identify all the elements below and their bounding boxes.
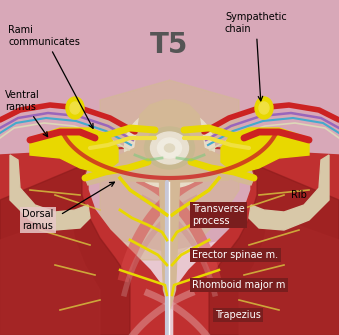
Text: Dorsal
ramus: Dorsal ramus: [22, 209, 53, 231]
Polygon shape: [110, 100, 229, 182]
Text: Transverse
process: Transverse process: [192, 204, 245, 226]
Ellipse shape: [164, 144, 175, 152]
Ellipse shape: [70, 102, 80, 114]
Polygon shape: [239, 215, 339, 335]
Text: Trapezius: Trapezius: [215, 310, 261, 320]
Text: T5: T5: [150, 31, 189, 59]
Polygon shape: [174, 148, 339, 335]
Text: Rami
communicates: Rami communicates: [8, 25, 93, 128]
Polygon shape: [30, 128, 118, 172]
Text: Ventral
ramus: Ventral ramus: [5, 90, 47, 137]
Ellipse shape: [255, 97, 273, 119]
Polygon shape: [85, 148, 135, 185]
Ellipse shape: [158, 138, 181, 158]
Polygon shape: [0, 148, 165, 335]
Polygon shape: [209, 158, 339, 335]
Ellipse shape: [124, 108, 215, 188]
Ellipse shape: [259, 102, 269, 114]
Ellipse shape: [66, 97, 84, 119]
Ellipse shape: [151, 132, 188, 164]
Polygon shape: [0, 158, 130, 335]
Text: Sympathetic
chain: Sympathetic chain: [225, 12, 287, 101]
Polygon shape: [160, 182, 179, 310]
Polygon shape: [10, 155, 90, 230]
Polygon shape: [221, 128, 309, 172]
Polygon shape: [0, 215, 100, 335]
Text: Rhomboid major m: Rhomboid major m: [192, 280, 285, 290]
Polygon shape: [0, 0, 339, 250]
Polygon shape: [204, 148, 254, 185]
Polygon shape: [100, 80, 239, 260]
Text: Rib: Rib: [291, 190, 307, 200]
Text: Erector spinae m.: Erector spinae m.: [192, 250, 278, 260]
Polygon shape: [249, 155, 329, 230]
Ellipse shape: [144, 127, 195, 169]
